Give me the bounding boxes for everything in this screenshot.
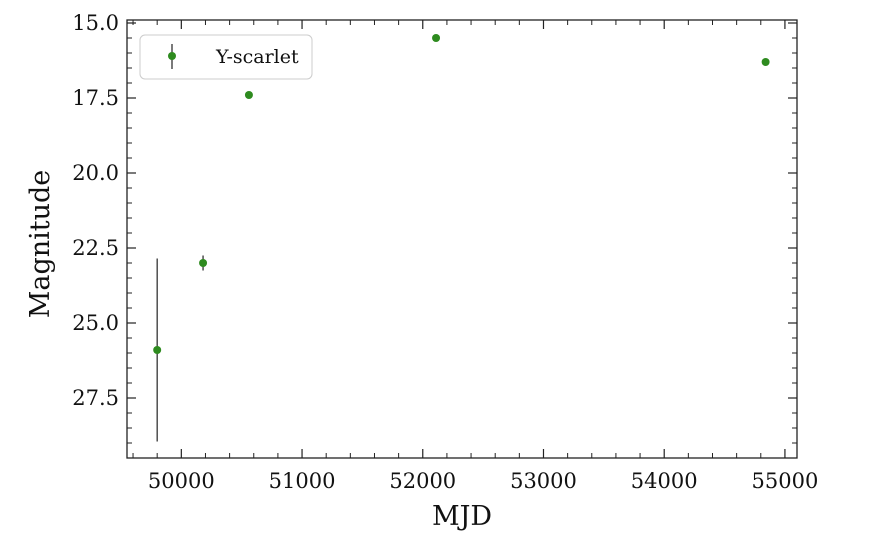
y-tick-label: 27.5 bbox=[72, 386, 119, 410]
data-point bbox=[199, 259, 208, 267]
x-tick-label: 54000 bbox=[631, 469, 698, 493]
y-tick-label: 22.5 bbox=[72, 236, 119, 260]
y-tick-label: 20.0 bbox=[72, 161, 119, 185]
x-tick-label: 52000 bbox=[389, 469, 456, 493]
data-point bbox=[153, 346, 162, 354]
legend-box bbox=[139, 34, 313, 80]
x-tick-label: 53000 bbox=[510, 469, 577, 493]
plot-frame bbox=[126, 19, 798, 459]
data-marks bbox=[153, 34, 770, 442]
legend: Y-scarlet bbox=[139, 34, 313, 80]
data-point bbox=[761, 58, 770, 66]
y-tick-label: 17.5 bbox=[72, 86, 119, 110]
legend-marker bbox=[168, 52, 176, 60]
tick-labels: 50000 51000 52000 53000 54000 55000 15.0 17.5 20… bbox=[72, 11, 818, 493]
x-tick-label: 55000 bbox=[752, 469, 819, 493]
y-axis-label: Magnitude bbox=[25, 170, 56, 319]
x-tick-label: 50000 bbox=[148, 469, 215, 493]
tick-marks bbox=[127, 20, 797, 459]
x-axis-label: MJD bbox=[432, 501, 492, 532]
data-point bbox=[432, 34, 441, 42]
legend-label: Y-scarlet bbox=[215, 46, 299, 68]
data-point bbox=[244, 91, 253, 99]
y-tick-label: 15.0 bbox=[72, 11, 119, 35]
x-tick-label: 51000 bbox=[269, 469, 336, 493]
y-tick-label: 25.0 bbox=[72, 311, 119, 335]
